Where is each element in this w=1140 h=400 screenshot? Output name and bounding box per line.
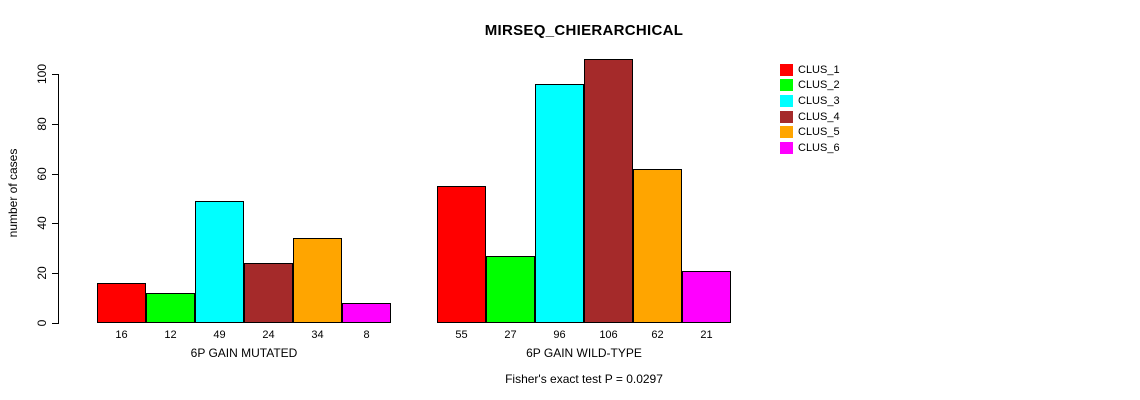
legend-swatch (780, 126, 793, 139)
bar-clus_5-2 (633, 169, 682, 323)
legend-swatch (780, 141, 793, 154)
bar-clus_6-1 (342, 303, 391, 323)
bar-value-label: 24 (262, 329, 275, 341)
y-axis-line (58, 74, 59, 324)
legend-label: CLUS_3 (798, 94, 840, 107)
bar-clus_2-2 (486, 256, 535, 323)
y-axis-tick (52, 124, 58, 125)
y-axis-tick (52, 223, 58, 224)
y-axis-tick (52, 174, 58, 175)
bar-clus_1-2 (437, 186, 486, 323)
legend-label: CLUS_1 (798, 63, 840, 76)
chart-title: MIRSEQ_CHIERARCHICAL (484, 22, 684, 39)
annotation-text: Fisher's exact test P = 0.0297 (505, 372, 663, 386)
bar-value-label: 96 (553, 329, 566, 341)
y-axis-tick (52, 273, 58, 274)
y-axis-tick (52, 323, 58, 324)
bar-clus_2-1 (146, 293, 195, 323)
bar-value-label: 27 (504, 329, 517, 341)
y-axis-label: number of cases (6, 148, 20, 238)
legend-item-clus_6: CLUS_6 (780, 140, 840, 156)
legend-item-clus_2: CLUS_2 (780, 78, 840, 94)
legend-swatch (780, 79, 793, 92)
y-tick-label: 100 (35, 63, 49, 85)
bar-value-label: 62 (651, 329, 664, 341)
legend-item-clus_3: CLUS_3 (780, 93, 840, 109)
legend: CLUS_1 CLUS_2 CLUS_3 CLUS_4 CLUS_5 CLUS_6 (780, 62, 840, 156)
bar-clus_4-2 (584, 59, 633, 323)
y-axis-tick (52, 74, 58, 75)
y-tick-label: 0 (35, 319, 49, 327)
bar-value-label: 16 (115, 329, 128, 341)
legend-swatch (780, 94, 793, 107)
legend-item-clus_4: CLUS_4 (780, 109, 840, 125)
x-category-label: 6P GAIN MUTATED (190, 346, 298, 360)
bar-clus_3-1 (195, 201, 244, 323)
legend-item-clus_5: CLUS_5 (780, 124, 840, 140)
y-tick-label: 60 (35, 167, 49, 181)
bar-clus_3-2 (535, 84, 584, 323)
legend-label: CLUS_4 (798, 110, 840, 123)
bar-clus_5-1 (293, 238, 342, 323)
legend-swatch (780, 63, 793, 76)
y-tick-label: 80 (35, 117, 49, 131)
bar-value-label: 49 (213, 329, 226, 341)
bar-value-label: 55 (455, 329, 468, 341)
bar-value-label: 8 (363, 329, 370, 341)
bar-value-label: 21 (700, 329, 713, 341)
bar-value-label: 34 (311, 329, 324, 341)
x-category-label: 6P GAIN WILD-TYPE (526, 346, 642, 360)
bar-value-label: 106 (599, 329, 618, 341)
legend-item-clus_1: CLUS_1 (780, 62, 840, 78)
y-tick-label: 40 (35, 216, 49, 230)
bar-clus_4-1 (244, 263, 293, 323)
legend-label: CLUS_5 (798, 126, 840, 139)
bar-value-label: 12 (164, 329, 177, 341)
y-tick-label: 20 (35, 266, 49, 280)
bar-clus_6-2 (682, 271, 731, 323)
legend-label: CLUS_6 (798, 141, 840, 154)
bar-clus_1-1 (97, 283, 146, 323)
legend-swatch (780, 110, 793, 123)
legend-label: CLUS_2 (798, 79, 840, 92)
